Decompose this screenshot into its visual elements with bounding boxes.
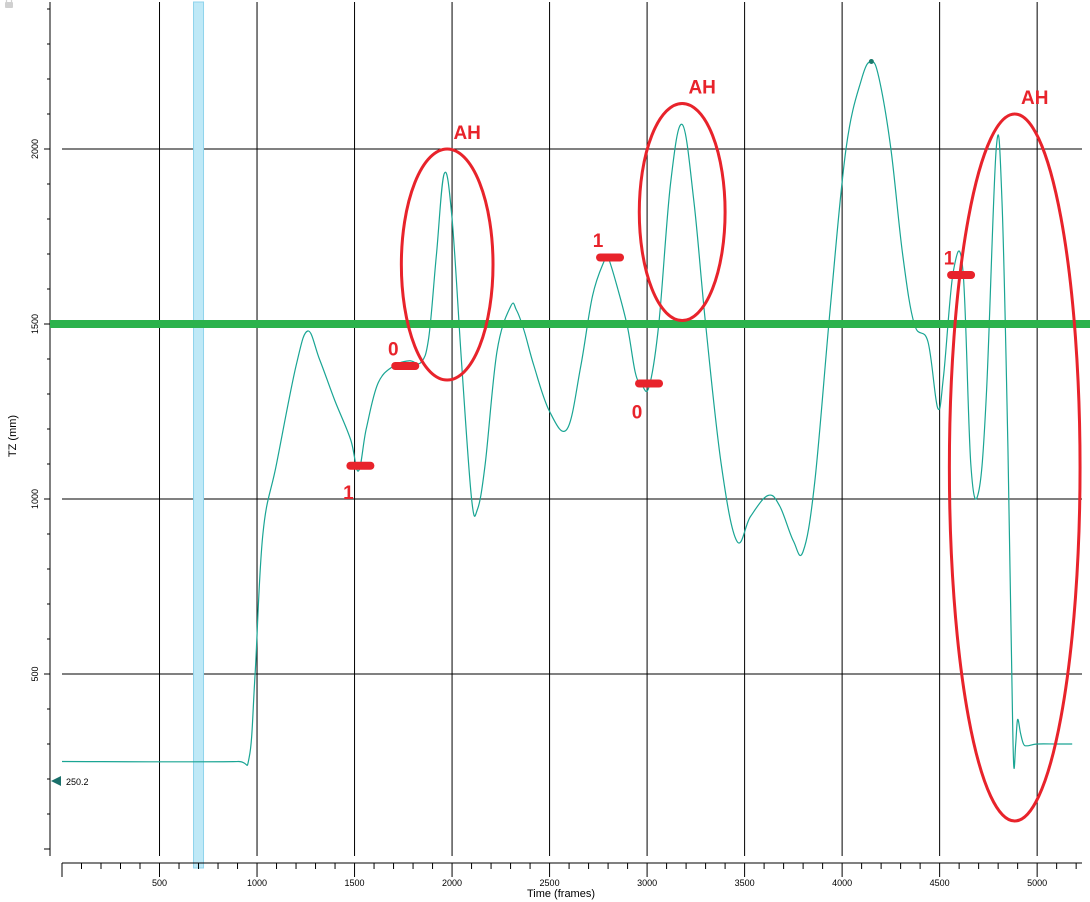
y-tick-label: 1500 [30,314,40,334]
annotation-mark-label: 0 [632,403,643,424]
x-tick-label: 2000 [442,878,462,888]
x-tick-label: 2500 [540,878,560,888]
x-tick-label: 3500 [735,878,755,888]
y-axis-ticks: 500 1000 1500 2000 [30,8,50,850]
annotation-region-ellipse [399,147,495,382]
annotation-region-label: AH [1021,88,1048,109]
annotation-region-ellipse [947,112,1082,823]
x-tick-label: 1000 [247,878,267,888]
y-tick-label: 500 [30,666,40,681]
cursor-marker[interactable]: 250.2 [51,776,89,787]
annotation-mark-label: 1 [944,249,955,270]
annotation-mark-label: 0 [388,340,399,361]
lock-icon[interactable] [5,0,13,8]
highlight-band-rect [193,1,205,869]
x-tick-label: 4000 [832,878,852,888]
cursor-value-label: 250.2 [66,777,89,787]
x-tick-label: 3000 [637,878,657,888]
annotation-region-label: AH [453,123,480,144]
x-tick-label: 1500 [345,878,365,888]
annotation-mark-label: 1 [593,231,604,252]
cursor-arrow-icon[interactable] [51,776,61,786]
y-tick-label: 1000 [30,489,40,509]
annotation-region-ellipse [637,102,727,322]
y-axis-title: TZ (mm) [7,415,19,457]
x-axis-ticks: 500 1000 1500 2000 2500 3000 3500 4000 4500 5000 [61,863,1077,888]
y-tick-label: 2000 [30,139,40,159]
x-tick-label: 5000 [1027,878,1047,888]
annotation-mark-label: 1 [343,483,354,504]
annotation-region-label: AH [688,78,715,99]
x-axis-title: Time (frames) [527,888,595,900]
series-peak-point [868,59,874,64]
x-tick-label: 500 [152,878,167,888]
annotations-layer: AH AH AH 1 0 1 0 1 [343,78,1082,823]
x-tick-label: 4500 [930,878,950,888]
highlight-band [193,1,205,869]
